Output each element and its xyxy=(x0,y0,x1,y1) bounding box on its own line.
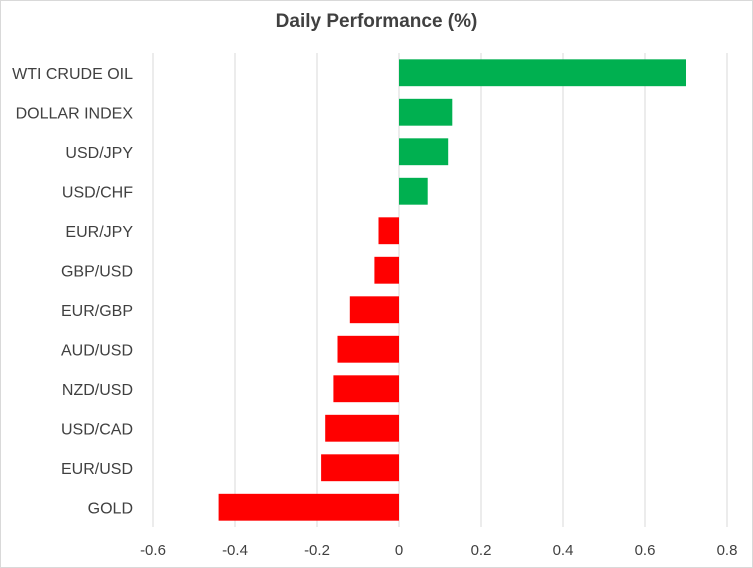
bar xyxy=(333,375,399,403)
x-tick-labels: -0.6 -0.4 -0.2 0 0.2 0.4 0.6 0.8 xyxy=(140,542,737,559)
bar xyxy=(321,454,399,482)
category-labels: WTI CRUDE OIL DOLLAR INDEX USD/JPY USD/CHF E… xyxy=(12,66,133,518)
bar xyxy=(337,335,399,363)
category-label: EUR/GBP xyxy=(61,303,133,320)
bar xyxy=(399,138,449,166)
x-tick-label: 0.6 xyxy=(635,542,656,559)
bars xyxy=(218,59,686,521)
chart-title: Daily Performance (%) xyxy=(275,11,478,32)
bar xyxy=(378,217,399,245)
category-label: USD/CAD xyxy=(61,421,133,438)
bar xyxy=(374,256,399,284)
gridlines xyxy=(152,53,728,527)
x-tick-label: 0.8 xyxy=(717,542,738,559)
bar xyxy=(325,414,399,442)
category-label: EUR/USD xyxy=(61,461,133,478)
bar xyxy=(218,493,399,521)
x-tick-label: -0.6 xyxy=(140,542,166,559)
category-label: DOLLAR INDEX xyxy=(16,105,134,122)
x-tick-label: -0.4 xyxy=(222,542,248,559)
x-tick-label: 0.2 xyxy=(471,542,492,559)
x-tick-label: -0.2 xyxy=(304,542,330,559)
x-tick-label: 0 xyxy=(395,542,403,559)
category-label: USD/CHF xyxy=(62,184,133,201)
category-label: AUD/USD xyxy=(61,342,133,359)
category-label: GBP/USD xyxy=(61,263,133,280)
category-label: EUR/JPY xyxy=(65,224,133,241)
category-label: WTI CRUDE OIL xyxy=(12,66,133,83)
x-tick-label: 0.4 xyxy=(553,542,574,559)
category-label: NZD/USD xyxy=(62,382,133,399)
bar xyxy=(349,296,399,324)
bar xyxy=(399,59,686,87)
bar xyxy=(399,98,453,126)
category-label: GOLD xyxy=(88,500,133,517)
bar xyxy=(399,177,428,205)
category-label: USD/JPY xyxy=(65,145,133,162)
